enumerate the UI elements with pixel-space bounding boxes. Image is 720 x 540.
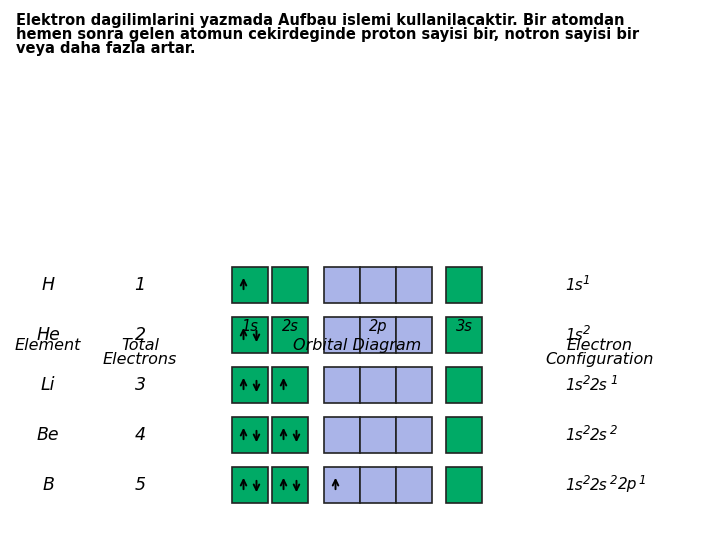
Text: 1s: 1s [565, 477, 582, 492]
Text: 1s: 1s [565, 327, 582, 342]
Bar [360, 267, 396, 303]
Bar [446, 417, 482, 453]
Bar [396, 467, 432, 503]
Text: 1: 1 [582, 273, 590, 287]
Bar [232, 317, 268, 353]
Bar [272, 367, 308, 403]
Text: Electrons: Electrons [103, 352, 177, 367]
Bar [232, 267, 268, 303]
Text: Li: Li [41, 376, 55, 394]
Text: hemen sonra gelen atomun cekirdeginde proton sayisi bir, notron sayisi bir: hemen sonra gelen atomun cekirdeginde pr… [16, 27, 639, 42]
Text: 1s: 1s [565, 377, 582, 393]
Bar [272, 267, 308, 303]
Text: Elektron dagilimlarini yazmada Aufbau islemi kullanilacaktir. Bir atomdan: Elektron dagilimlarini yazmada Aufbau is… [16, 13, 624, 28]
Bar [324, 267, 360, 303]
Bar [360, 367, 396, 403]
Text: 2: 2 [610, 423, 618, 436]
Text: 2p: 2p [369, 319, 387, 334]
Bar [324, 317, 360, 353]
Text: Orbital Diagram: Orbital Diagram [293, 338, 421, 353]
Text: 2s: 2s [590, 428, 608, 442]
Bar [396, 267, 432, 303]
Text: 2s: 2s [282, 319, 298, 334]
Bar [232, 467, 268, 503]
Bar [446, 317, 482, 353]
Bar [360, 417, 396, 453]
Text: 2p: 2p [618, 477, 637, 492]
Text: Be: Be [37, 426, 59, 444]
Bar [232, 417, 268, 453]
Bar [446, 467, 482, 503]
Text: 2: 2 [582, 323, 590, 336]
Text: Element: Element [15, 338, 81, 353]
Text: 5: 5 [135, 476, 145, 494]
Text: He: He [36, 326, 60, 344]
Text: 2: 2 [582, 374, 590, 387]
Text: 1s: 1s [565, 428, 582, 442]
Text: 2s: 2s [590, 477, 608, 492]
Text: 1: 1 [135, 276, 145, 294]
Bar [324, 417, 360, 453]
Text: 2s: 2s [590, 377, 608, 393]
Bar [324, 367, 360, 403]
Text: 3: 3 [135, 376, 145, 394]
Text: 1: 1 [610, 374, 618, 387]
Text: 3s: 3s [456, 319, 472, 334]
Bar [446, 367, 482, 403]
Text: veya daha fazla artar.: veya daha fazla artar. [16, 41, 196, 56]
Text: 2: 2 [582, 423, 590, 436]
Text: 2: 2 [610, 474, 618, 487]
Bar [272, 317, 308, 353]
Text: Configuration: Configuration [546, 352, 654, 367]
Bar [396, 367, 432, 403]
Text: 1: 1 [639, 474, 647, 487]
Bar [446, 267, 482, 303]
Text: 1s: 1s [565, 278, 582, 293]
Bar [360, 317, 396, 353]
Bar [232, 367, 268, 403]
Bar [360, 467, 396, 503]
Bar [272, 417, 308, 453]
Text: Total: Total [121, 338, 159, 353]
Text: B: B [42, 476, 54, 494]
Bar [396, 317, 432, 353]
Bar [324, 467, 360, 503]
Bar [272, 467, 308, 503]
Text: 1s: 1s [242, 319, 258, 334]
Bar [396, 417, 432, 453]
Text: 2: 2 [135, 326, 145, 344]
Text: 4: 4 [135, 426, 145, 444]
Text: H: H [42, 276, 55, 294]
Text: 2: 2 [582, 474, 590, 487]
Text: Electron: Electron [567, 338, 633, 353]
